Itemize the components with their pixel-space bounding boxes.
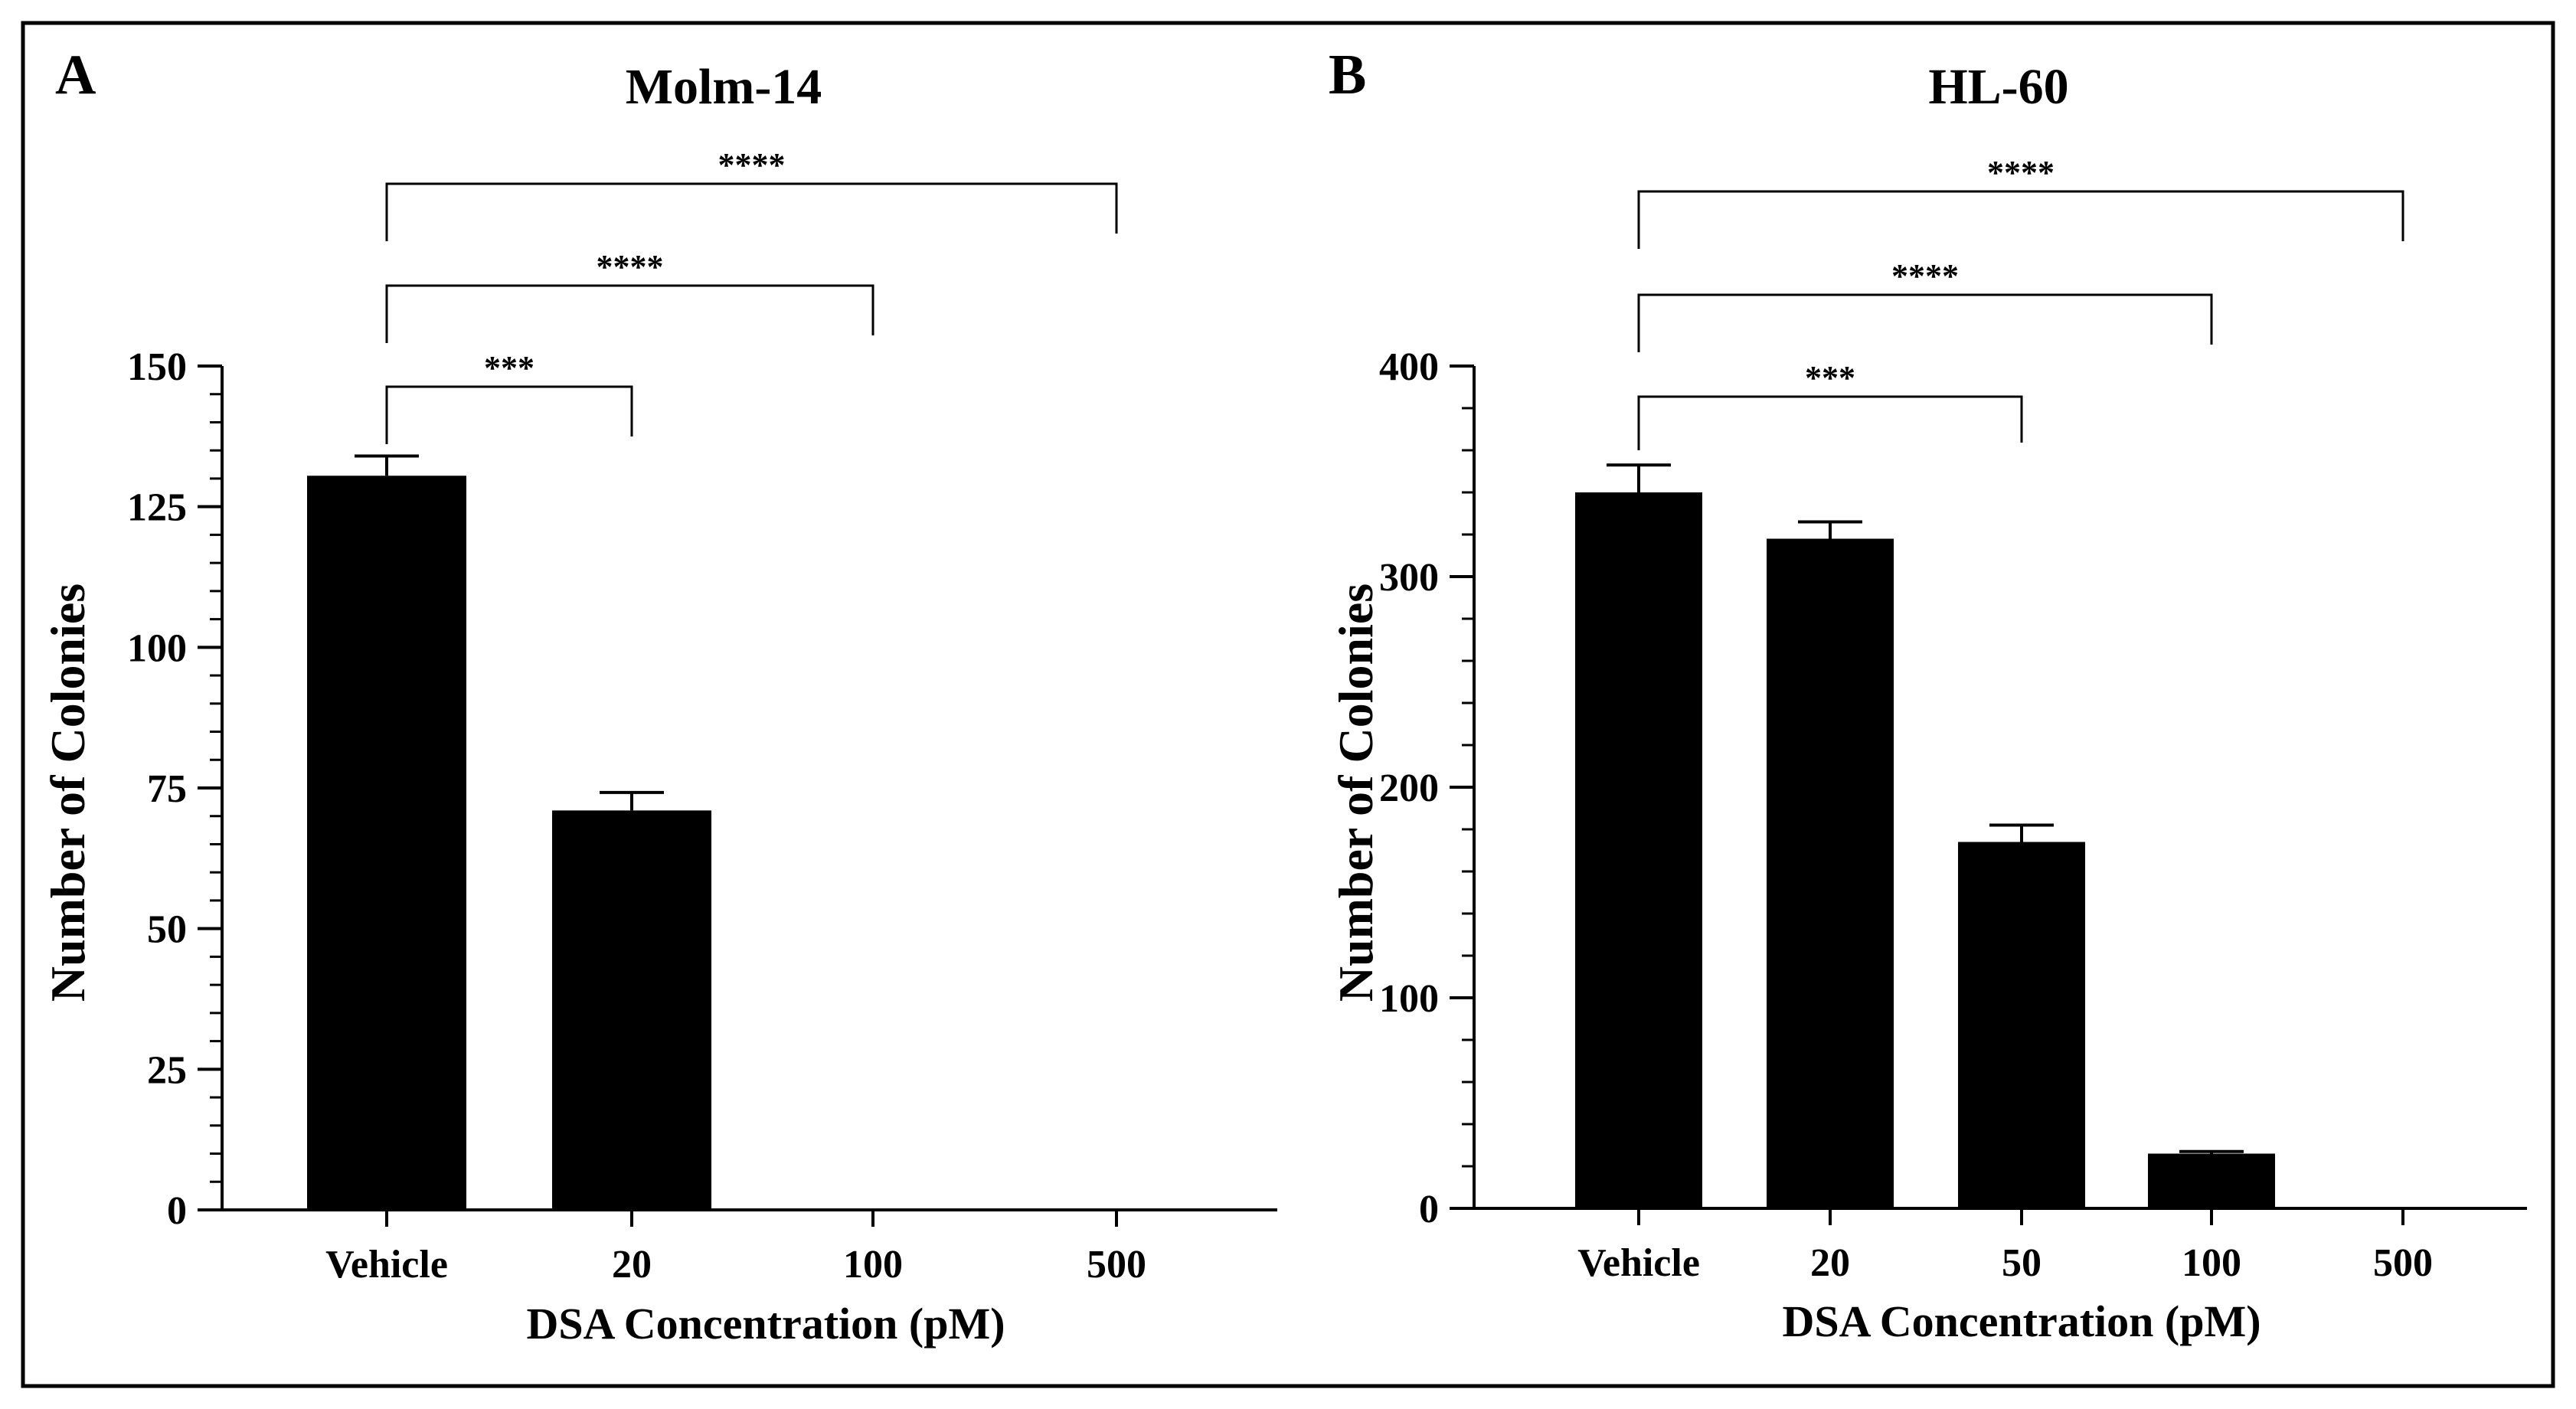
- panel-a-x-tick-label: 100: [843, 1243, 903, 1286]
- panel-b-title: HL-60: [1928, 59, 2068, 115]
- panel-b-error-bar-100: [2179, 1149, 2244, 1154]
- panel-a-y-tick-label: 0: [167, 1189, 187, 1233]
- panel-b-error-bar-50: [1989, 823, 2054, 842]
- panel-a-x-tick-label: 20: [612, 1243, 652, 1286]
- panel-b-error-bar-20: [1798, 520, 1862, 539]
- panel-b-significance-bracket: ****: [1637, 154, 2404, 249]
- panel-a-error-bar-vehicle: [355, 454, 419, 476]
- panel-a-error-bar-20: [600, 790, 664, 811]
- panel-a-significance-bracket: ***: [385, 349, 633, 444]
- panel-a-significance-bracket: ****: [385, 248, 874, 343]
- panel-a-significance-label: ****: [718, 146, 786, 184]
- panel-b-x-tick-label: 500: [2373, 1241, 2433, 1285]
- panel-a-significance-label: ****: [597, 248, 664, 286]
- panel-a-y-tick-label: 125: [127, 486, 187, 530]
- panel-b-bar-vehicle: [1575, 492, 1702, 1208]
- panel-b-y-tick-label: 400: [1379, 345, 1439, 389]
- panel-b-error-bar-vehicle: [1607, 463, 1671, 492]
- panel-b-x-tick-label: 20: [1810, 1241, 1850, 1285]
- panel-b-y-tick-label: 100: [1379, 977, 1439, 1021]
- panel-a-x-axis-label: DSA Concentration (pM): [526, 1299, 1005, 1349]
- panel-b: B HL-60 Number of Colonies DSA Concentra…: [1329, 44, 2527, 1346]
- panel-b-bar-20: [1767, 538, 1894, 1208]
- panel-a-y-tick-label: 50: [147, 908, 187, 952]
- panel-b-x-tick-label: 100: [2182, 1241, 2241, 1285]
- panel-a-y-tick-label: 100: [127, 626, 187, 670]
- panel-a-significance-label: ***: [484, 349, 534, 387]
- panel-a-bar-20: [552, 810, 711, 1210]
- panel-b-y-tick-label: 200: [1379, 767, 1439, 810]
- panel-b-bar-50: [1958, 842, 2085, 1208]
- panel-b-significance-label: ****: [1891, 257, 1959, 295]
- panel-a-bar-vehicle: [307, 476, 466, 1210]
- panel-a-y-tick-label: 75: [147, 767, 187, 811]
- panel-b-significance-bracket: ***: [1637, 359, 2023, 450]
- panel-b-y-axis-label: Number of Colonies: [1329, 584, 1383, 1002]
- panel-b-significance-label: ****: [1987, 154, 2055, 191]
- panel-a-significance-bracket: ****: [385, 146, 1118, 241]
- panel-a-x-tick-label: 500: [1087, 1243, 1146, 1286]
- panel-a-x-tick-label: Vehicle: [325, 1243, 448, 1286]
- figure-frame: [21, 21, 2555, 1388]
- panel-a-letter: A: [55, 44, 96, 106]
- panel-a-y-tick-label: 25: [147, 1048, 187, 1092]
- panel-b-y-tick-label: 0: [1419, 1188, 1439, 1231]
- panel-b-x-tick-label: 50: [2002, 1241, 2042, 1285]
- panel-b-x-axis-label: DSA Concentration (pM): [1782, 1296, 2261, 1346]
- panel-a-title: Molm-14: [626, 59, 822, 115]
- panel-a: A Molm-14 Number of Colonies DSA Concent…: [41, 44, 1277, 1349]
- panel-b-y-tick-label: 300: [1379, 556, 1439, 600]
- panel-b-significance-label: ***: [1805, 359, 1855, 397]
- panel-a-y-axis-label: Number of Colonies: [41, 584, 95, 1002]
- panel-a-y-tick-label: 150: [127, 345, 187, 389]
- panel-b-x-tick-label: Vehicle: [1577, 1241, 1700, 1285]
- panel-b-letter: B: [1329, 44, 1366, 106]
- panel-b-significance-bracket: ****: [1637, 257, 2213, 352]
- panel-b-bar-100: [2148, 1153, 2275, 1208]
